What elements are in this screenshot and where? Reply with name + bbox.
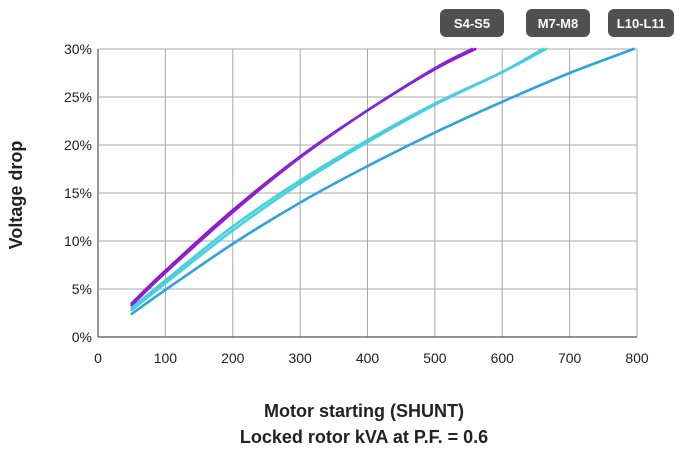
series-lines bbox=[130, 47, 635, 316]
legend-badge-s4-s5: S4-S5 bbox=[440, 9, 504, 37]
y-tick-label: 15% bbox=[64, 185, 92, 201]
x-tick-label: 0 bbox=[94, 350, 102, 366]
y-axis-title: Voltage drop bbox=[6, 141, 26, 250]
series-line-m7-m8 bbox=[130, 47, 544, 312]
legend-badge-m7-m8: M7-M8 bbox=[526, 9, 590, 37]
x-tick-label: 300 bbox=[288, 350, 312, 366]
x-tick-label: 100 bbox=[154, 350, 178, 366]
x-axis-title-line-2: Locked rotor kVA at P.F. = 0.6 bbox=[240, 427, 488, 447]
x-tick-label: 600 bbox=[491, 350, 515, 366]
x-tick-label: 500 bbox=[423, 350, 447, 366]
grid bbox=[97, 48, 638, 338]
legend-badge-label: M7-M8 bbox=[538, 16, 578, 31]
x-axis-title-line-1: Motor starting (SHUNT) bbox=[264, 401, 464, 421]
legend-badge-background bbox=[526, 9, 590, 37]
x-tick-label: 200 bbox=[221, 350, 245, 366]
y-tick-label: 0% bbox=[72, 329, 92, 345]
x-tick-label: 400 bbox=[356, 350, 380, 366]
legend-badge-label: L10-L11 bbox=[617, 16, 665, 31]
legend-badge-l10-l11: L10-L11 bbox=[608, 9, 674, 37]
y-tick-label: 30% bbox=[64, 41, 92, 57]
series-line-s4-s5 bbox=[130, 47, 474, 307]
x-tick-label: 700 bbox=[558, 350, 582, 366]
series-line-l10-l11 bbox=[130, 47, 635, 316]
legend-badge-label: S4-S5 bbox=[454, 16, 490, 31]
y-tick-labels: 0% 5% 10% 15% 20% 25% 30% bbox=[64, 41, 92, 345]
y-tick-label: 20% bbox=[64, 137, 92, 153]
y-tick-label: 10% bbox=[64, 233, 92, 249]
y-tick-label: 25% bbox=[64, 89, 92, 105]
legend-badge-background bbox=[608, 9, 674, 37]
x-tick-label: 800 bbox=[625, 350, 649, 366]
y-tick-label: 5% bbox=[72, 281, 92, 297]
legend-badge-background bbox=[440, 9, 504, 37]
legend-badges: S4-S5 M7-M8 L10-L11 bbox=[440, 9, 674, 37]
x-tick-labels: 0 100 200 300 400 500 600 700 800 bbox=[94, 350, 649, 366]
